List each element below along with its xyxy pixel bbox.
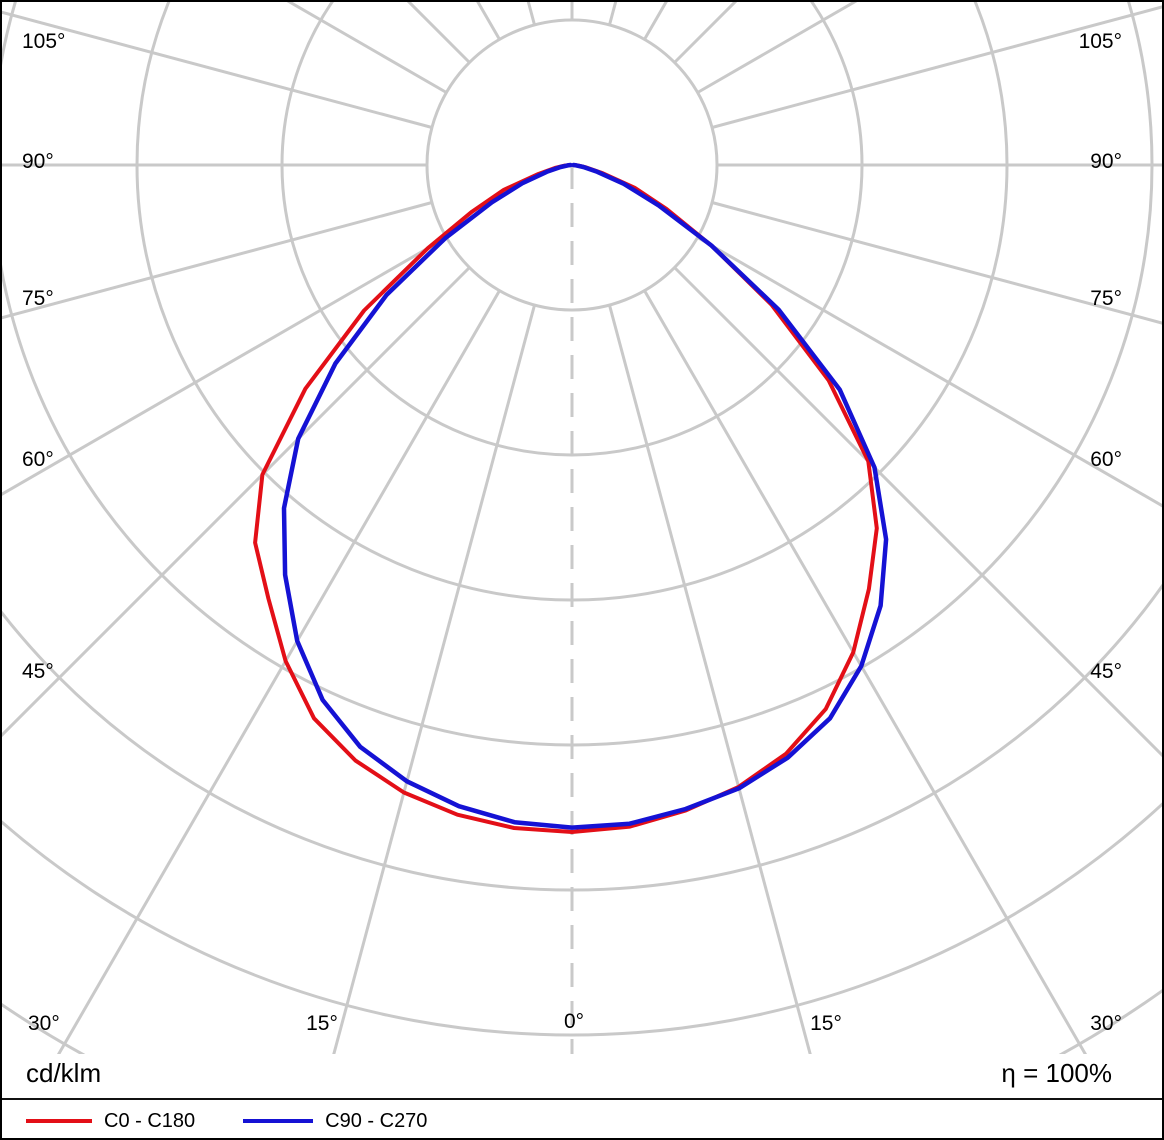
- angle-tick-label: 30°: [28, 1012, 60, 1035]
- angle-tick-label: 105°: [1079, 30, 1122, 53]
- legend-swatch-c90-c270: [243, 1119, 314, 1123]
- angle-tick-label: 0°: [564, 1010, 584, 1033]
- angle-tick-label: 75°: [1090, 287, 1122, 310]
- angle-tick-label: 90°: [1090, 150, 1122, 173]
- angle-tick-label: 60°: [22, 448, 54, 471]
- footer-divider: [2, 1098, 1162, 1100]
- legend-label-c0-c180: C0 - C180: [104, 1109, 196, 1132]
- polar-grid: [2, 2, 1162, 1054]
- legend-label-c90-c270: C90 - C270: [325, 1109, 428, 1132]
- units-label: cd/klm: [26, 1058, 102, 1088]
- legend: C0 - C180 C90 - C270: [26, 1106, 475, 1136]
- angle-tick-label: 45°: [22, 660, 54, 683]
- angle-tick-label: 75°: [22, 287, 54, 310]
- polar-chart: 105° 90° 75° 60° 45° 30° 105° 90° 75° 60° 45° 30° 15…: [2, 2, 1162, 1054]
- angle-tick-label: 30°: [1090, 1012, 1122, 1035]
- angle-tick-labels: 105° 90° 75° 60° 45° 30° 105° 90° 75° 60° 45° 30° 15…: [22, 30, 1122, 1035]
- legend-swatch-c0-c180: [26, 1119, 92, 1123]
- angle-tick-label: 60°: [1090, 448, 1122, 471]
- angle-tick-label: 90°: [22, 150, 54, 173]
- curve-c90-c270: [281, 162, 889, 830]
- efficiency-label: η = 100%: [1001, 1058, 1112, 1088]
- angle-tick-label: 45°: [1090, 660, 1122, 683]
- angle-tick-label: 105°: [22, 30, 65, 53]
- angle-tick-label: 15°: [306, 1012, 338, 1035]
- angle-tick-label: 15°: [810, 1012, 842, 1035]
